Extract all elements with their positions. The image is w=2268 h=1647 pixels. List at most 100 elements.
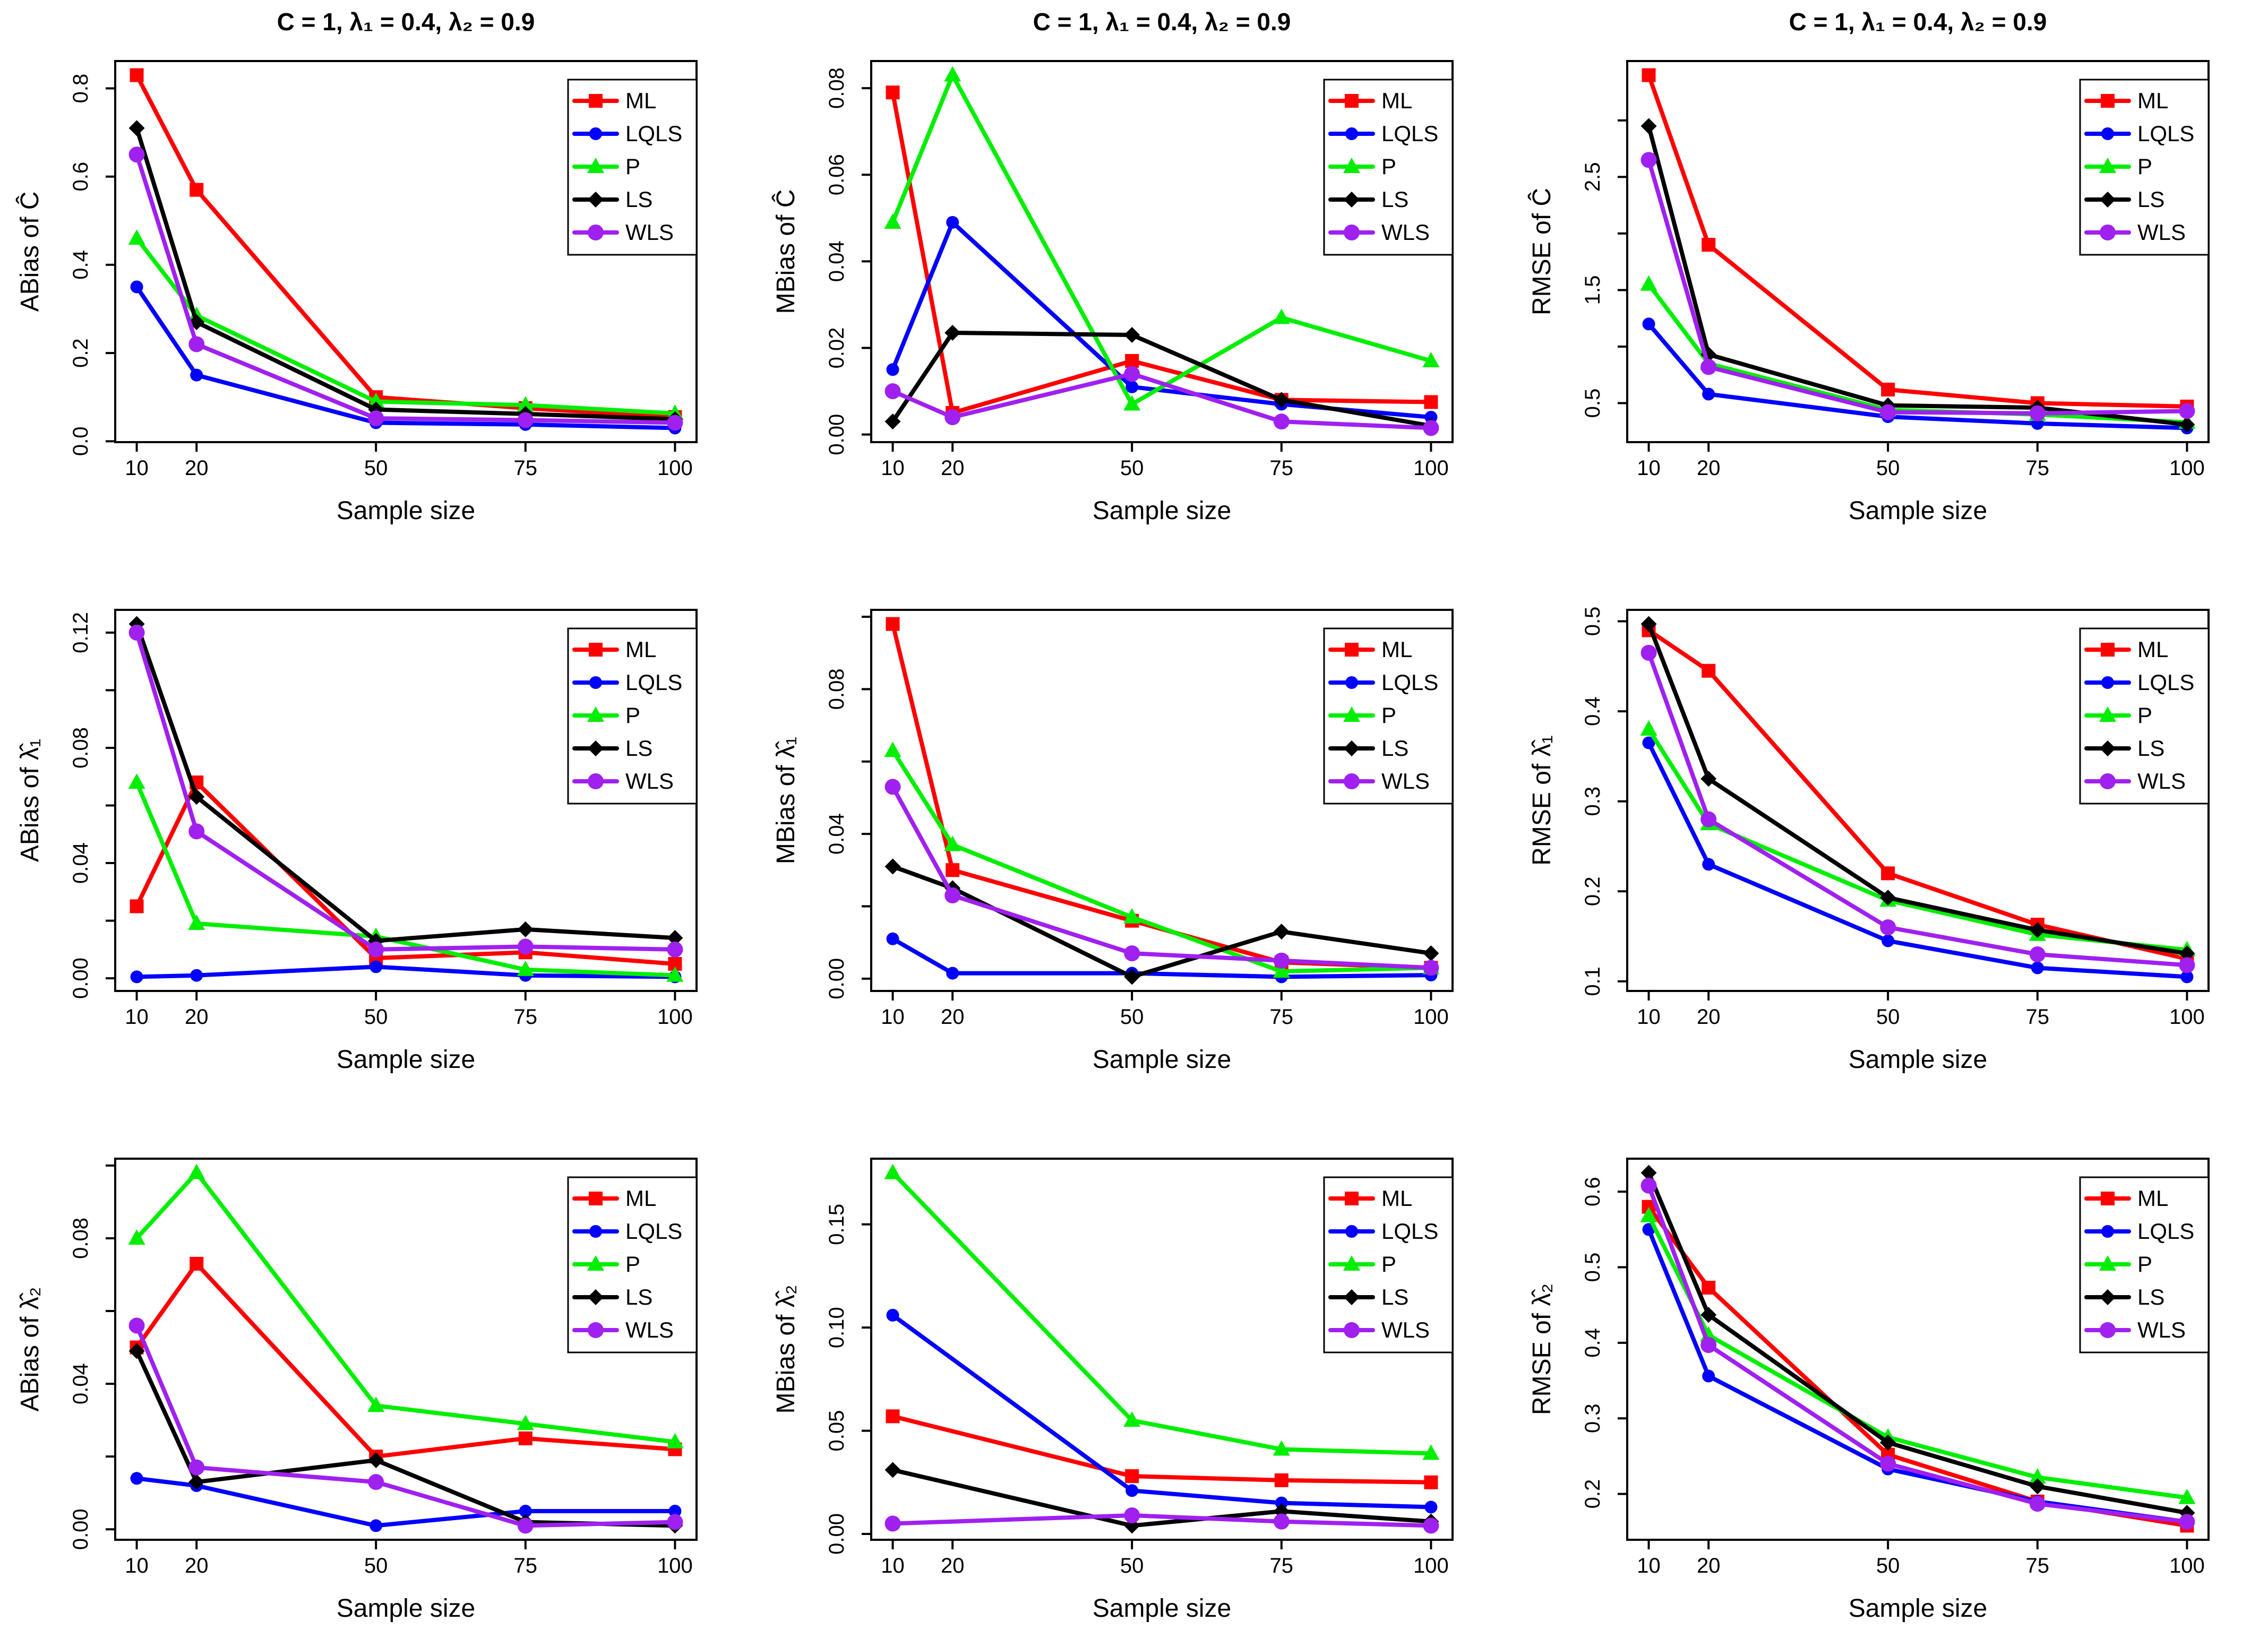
legend-marker-circle-large-icon — [1344, 773, 1360, 789]
data-point — [946, 863, 960, 877]
x-axis: 10 20 50 75 100 — [125, 991, 693, 1029]
data-point — [1273, 1440, 1290, 1456]
data-point — [886, 932, 899, 945]
data-point — [2029, 946, 2046, 963]
legend-label: WLS — [625, 220, 674, 245]
y-axis: 0.1 0.2 0.3 0.4 0.5 — [1581, 607, 1627, 996]
x-tick-label: 50 — [1876, 456, 1900, 480]
data-point — [946, 967, 959, 980]
x-tick-label: 75 — [2026, 456, 2050, 480]
x-tick-label: 20 — [185, 1005, 209, 1029]
series-line-p — [134, 236, 677, 416]
legend-label: LS — [1381, 1284, 1408, 1309]
data-point — [1640, 118, 1657, 134]
data-point — [128, 229, 145, 245]
chart-title: C = 1, λ₁ = 0.4, λ₂ = 0.9 — [1789, 8, 2047, 36]
x-tick-label: 75 — [1270, 1005, 1294, 1029]
data-point — [886, 363, 899, 376]
data-point — [944, 324, 961, 341]
data-point — [666, 966, 684, 982]
x-axis-label: Sample size — [1093, 1594, 1231, 1623]
legend-marker-diamond-icon — [588, 1289, 604, 1305]
legend-marker-circle-icon — [589, 1225, 602, 1238]
legend-item-wls: WLS — [1328, 769, 1430, 794]
series-ls — [1640, 616, 2195, 962]
legend-marker-square-icon — [2101, 643, 2115, 657]
legend-label: ML — [1381, 1186, 1412, 1211]
series-wls — [884, 1507, 1439, 1534]
series-line-p — [1646, 282, 2189, 425]
data-point — [884, 1163, 901, 1179]
data-point — [2179, 945, 2195, 962]
x-tick-label: 100 — [2169, 1005, 2205, 1029]
data-point — [1273, 952, 1290, 969]
legend-marker-square-icon — [589, 643, 603, 657]
data-point — [667, 1514, 683, 1530]
legend-marker-triangle-up-icon — [587, 706, 604, 722]
line-chart-abias-lambda1: 0.00 0.04 0.08 0.12 ABias of λ̂₁ 10 20 50 75 100 S… — [16, 609, 698, 1074]
y-tick-label: 0.2 — [69, 338, 92, 368]
data-point — [188, 1459, 205, 1476]
legend-item-p: P — [1328, 1252, 1396, 1277]
y-tick-label: 0.02 — [825, 327, 848, 369]
data-point — [1642, 68, 1656, 82]
legend-item-ls: LS — [2084, 187, 2164, 212]
data-point — [188, 823, 205, 840]
x-tick-label: 100 — [1413, 1554, 1449, 1577]
data-point — [1640, 644, 1657, 661]
data-point — [1702, 858, 1715, 871]
y-tick-label: 0.12 — [69, 612, 92, 653]
legend-item-lqls: LQLS — [2084, 1219, 2194, 1244]
data-point — [1880, 404, 1896, 420]
y-tick-label: 0.5 — [1581, 389, 1604, 418]
series-line-p — [890, 1170, 1433, 1456]
y-tick-label: 0.10 — [825, 1307, 848, 1348]
data-point — [2029, 1468, 2046, 1484]
panel-abias-lambda1: 0.00 0.04 0.08 0.12 ABias of λ̂₁ 10 20 50 75 100 S… — [0, 549, 756, 1098]
data-point — [884, 858, 901, 875]
x-tick-label: 75 — [2026, 1554, 2050, 1577]
series-p — [128, 1163, 684, 1448]
x-axis-label: Sample size — [1849, 497, 1987, 525]
y-tick-label: 0.4 — [69, 250, 92, 280]
legend-item-ml: ML — [1328, 637, 1412, 662]
legend-item-wls: WLS — [572, 220, 674, 245]
y-tick-label: 0.08 — [825, 668, 848, 710]
legend: ML LQLS P LS WLS — [1323, 627, 1454, 805]
data-point — [188, 1163, 205, 1179]
legend-marker-circle-large-icon — [2100, 1322, 2116, 1338]
data-point — [1700, 811, 1717, 827]
x-tick-label: 75 — [514, 1554, 538, 1577]
legend-marker-square-icon — [1345, 1192, 1359, 1205]
legend-item-ls: LS — [572, 187, 652, 212]
y-tick-label: 0.5 — [1581, 607, 1604, 636]
y-axis: 0.00 0.05 0.10 0.15 — [825, 1204, 871, 1555]
x-tick-label: 10 — [1637, 1554, 1661, 1577]
series-p — [884, 1163, 1440, 1460]
data-point — [1274, 1473, 1288, 1487]
data-point — [368, 410, 384, 427]
x-axis-label: Sample size — [1093, 1046, 1231, 1074]
legend-item-ml: ML — [1328, 1186, 1412, 1211]
legend-item-wls: WLS — [572, 1317, 674, 1342]
legend-label: LQLS — [2137, 670, 2194, 695]
legend-label: WLS — [2137, 220, 2186, 245]
legend-item-lqls: LQLS — [572, 670, 682, 695]
x-tick-label: 100 — [657, 1005, 693, 1029]
legend-marker-triangle-up-icon — [2099, 706, 2116, 722]
legend-marker-diamond-icon — [1344, 192, 1360, 208]
legend-marker-triangle-up-icon — [2099, 1255, 2116, 1271]
y-axis-label: RMSE of λ̂₁ — [1528, 735, 1556, 866]
data-point — [1424, 395, 1438, 409]
legend: ML LQLS P LS WLS — [567, 79, 698, 256]
x-tick-label: 100 — [1413, 1005, 1449, 1029]
legend-label: LS — [625, 1284, 652, 1309]
legend-item-ls: LS — [572, 1284, 652, 1309]
series-line-wls — [890, 1513, 1433, 1528]
data-point — [190, 969, 203, 982]
legend-item-wls: WLS — [2084, 220, 2186, 245]
y-tick-label: 0.04 — [825, 813, 848, 855]
data-point — [1423, 1517, 1439, 1534]
legend-label: WLS — [1381, 1317, 1430, 1342]
y-axis: 0.0 0.2 0.4 0.6 0.8 — [69, 74, 115, 456]
